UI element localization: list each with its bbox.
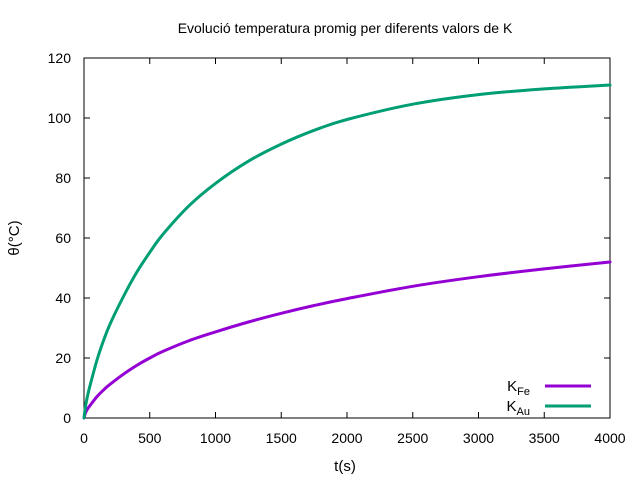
series-line-au <box>82 83 612 420</box>
x-tick-label: 0 <box>80 430 88 446</box>
legend-label-au: KAu <box>507 398 530 418</box>
x-tick-label: 3000 <box>463 430 494 446</box>
y-tick-label: 20 <box>55 350 71 366</box>
x-tick-label: 500 <box>138 430 162 446</box>
x-tick-label: 4000 <box>594 430 625 446</box>
y-tick-label: 80 <box>55 170 71 186</box>
chart-title: Evolució temperatura promig per diferent… <box>178 20 513 36</box>
series-lines <box>82 83 612 420</box>
x-tick-label: 2000 <box>331 430 362 446</box>
axis-ticks: 0 500 1000 1500 2000 2500 3000 3500 4000 0 20 40 60 8… <box>48 50 626 446</box>
plot-frame <box>83 57 611 419</box>
y-tick-label: 120 <box>48 50 72 66</box>
y-tick-label: 60 <box>55 230 71 246</box>
series-line-fe <box>82 260 612 420</box>
x-tick-label: 2500 <box>397 430 428 446</box>
y-tick-label: 100 <box>48 110 72 126</box>
legend-label-fe: KFe <box>507 378 530 398</box>
y-axis-label: θ(°C) <box>6 220 23 255</box>
y-tick-label: 40 <box>55 290 71 306</box>
y-tick-label: 0 <box>63 410 71 426</box>
plot-border <box>83 57 611 419</box>
x-tick-label: 1000 <box>200 430 231 446</box>
x-tick-label: 1500 <box>266 430 297 446</box>
x-tick-label: 3500 <box>529 430 560 446</box>
x-axis-label: t(s) <box>334 458 356 475</box>
